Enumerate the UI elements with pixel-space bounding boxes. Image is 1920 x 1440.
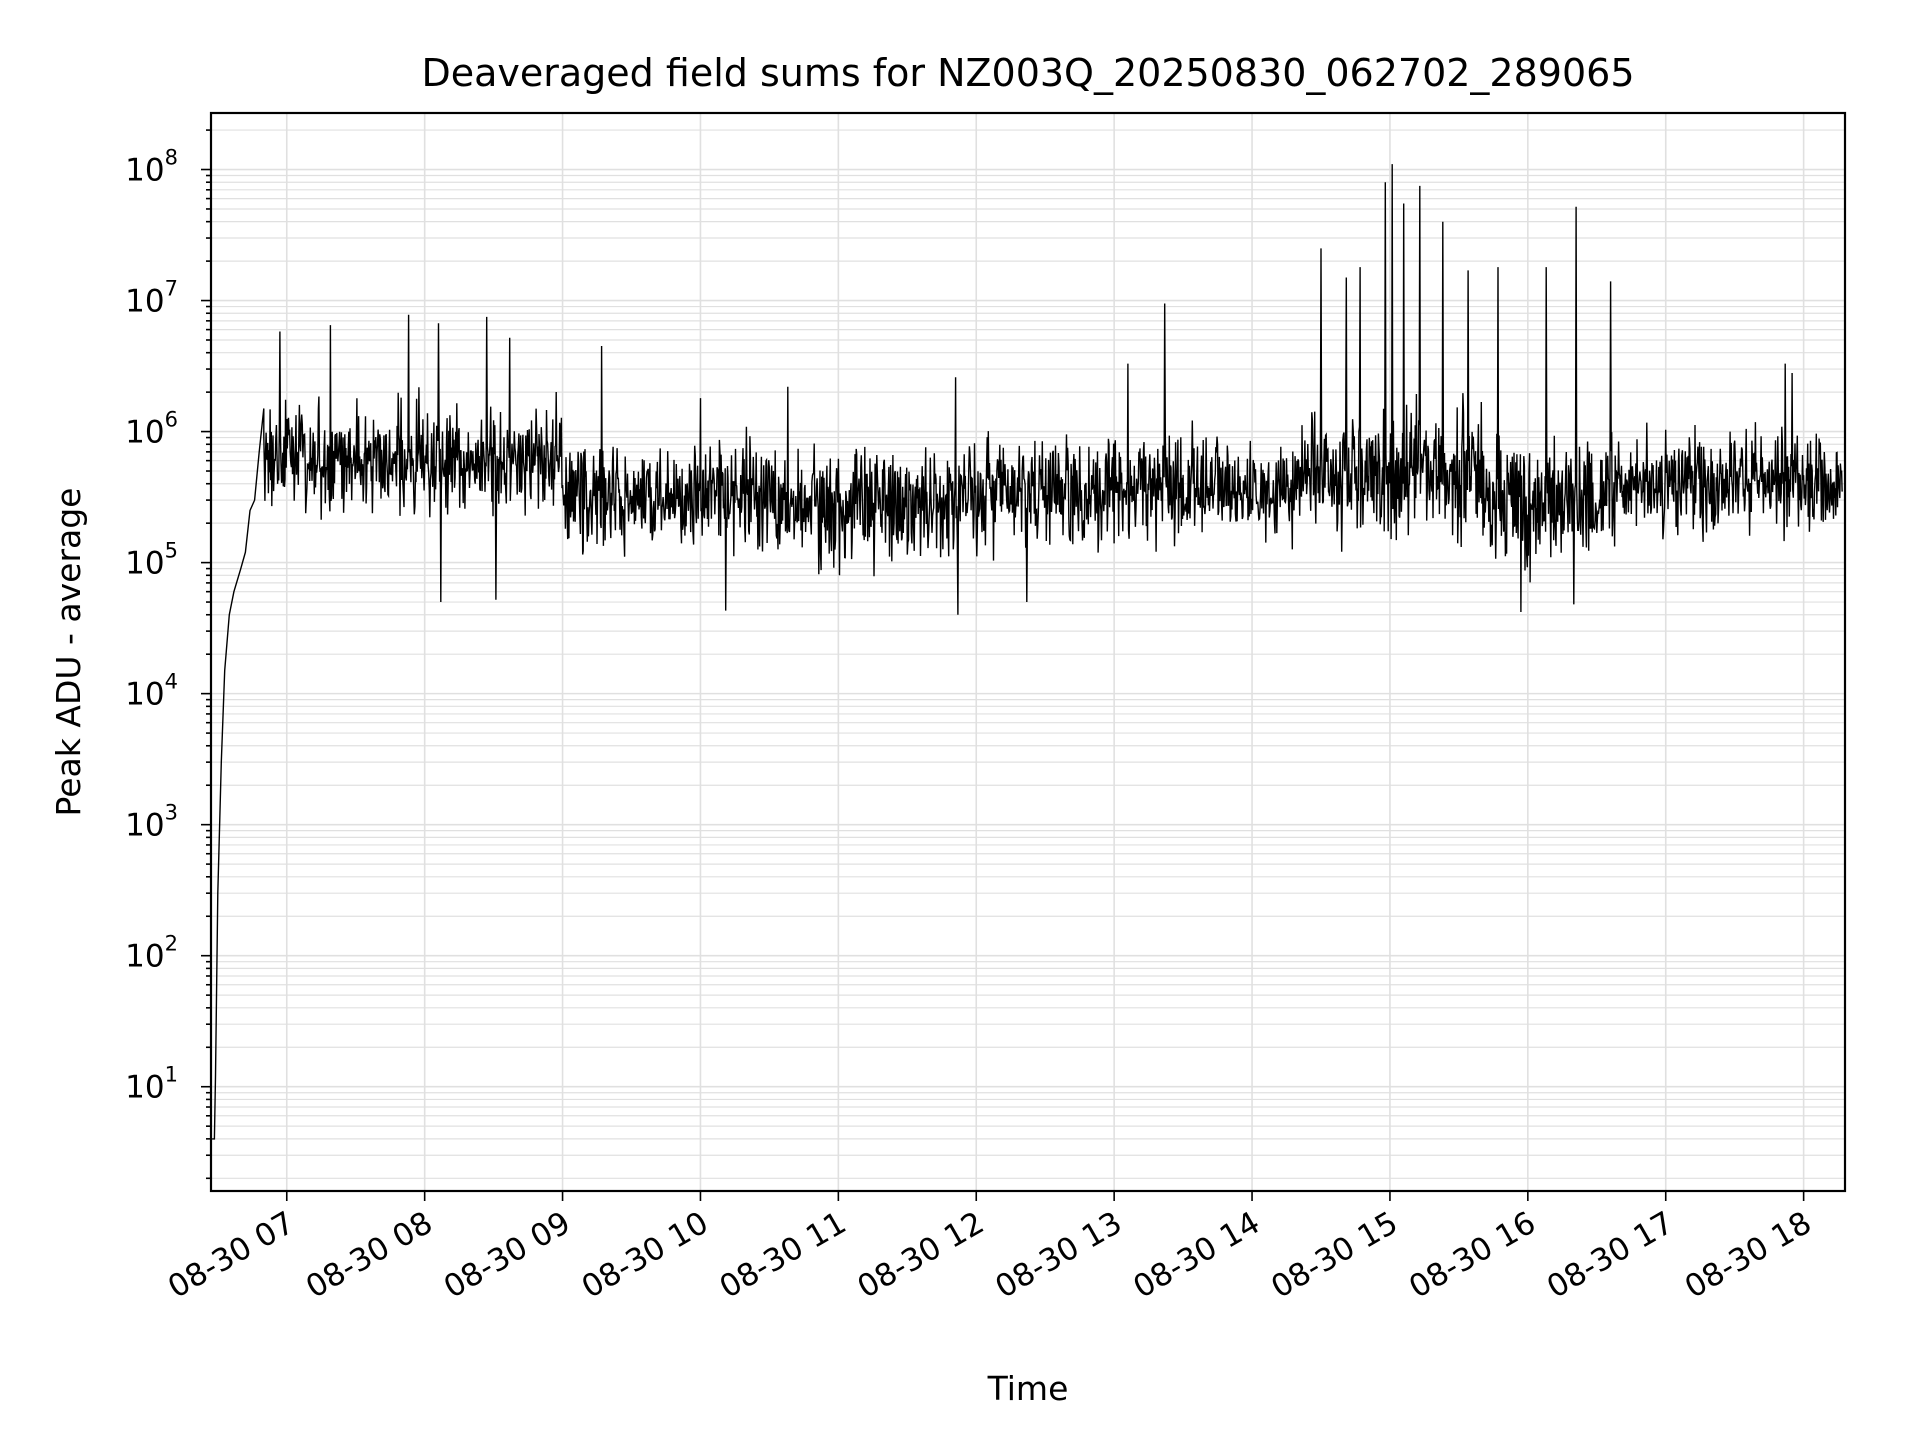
y-tick-label-base: 10 [125,153,164,189]
y-tick-label-exponent: 1 [165,1063,178,1087]
y-tick-label-exponent: 2 [165,932,178,956]
y-tick-label: 104 [125,670,178,713]
series-line [212,164,1843,1140]
y-tick-label-exponent: 8 [165,146,178,170]
y-tick-label: 103 [125,801,178,844]
y-tick-label-exponent: 3 [165,801,178,825]
y-tick-label-base: 10 [125,677,164,713]
y-tick-label: 108 [125,146,178,189]
y-tick-label-exponent: 5 [165,539,178,563]
y-tick-label-exponent: 7 [165,277,178,301]
plot-frame [209,111,1847,1193]
y-tick-label-exponent: 6 [165,408,178,432]
y-tick-label: 106 [125,408,178,451]
chart-title: Deaveraged field sums for NZ003Q_2025083… [421,51,1634,95]
y-tick-label-base: 10 [125,939,164,975]
y-axis-label: Peak ADU - average [49,488,88,817]
grid-lines [211,113,1845,1191]
plot-area [212,164,1843,1140]
y-tick-label: 101 [125,1063,178,1106]
y-tick-label: 102 [125,932,178,975]
x-axis-label: Time [987,1369,1069,1408]
y-tick-label: 107 [125,277,178,320]
y-tick-label-base: 10 [125,546,164,582]
y-tick-label-base: 10 [125,808,164,844]
y-tick-label-base: 10 [125,415,164,451]
y-tick-label-base: 10 [125,284,164,320]
y-tick-label-exponent: 4 [165,670,178,694]
y-tick-label: 105 [125,539,178,582]
y-tick-label-base: 10 [125,1070,164,1106]
